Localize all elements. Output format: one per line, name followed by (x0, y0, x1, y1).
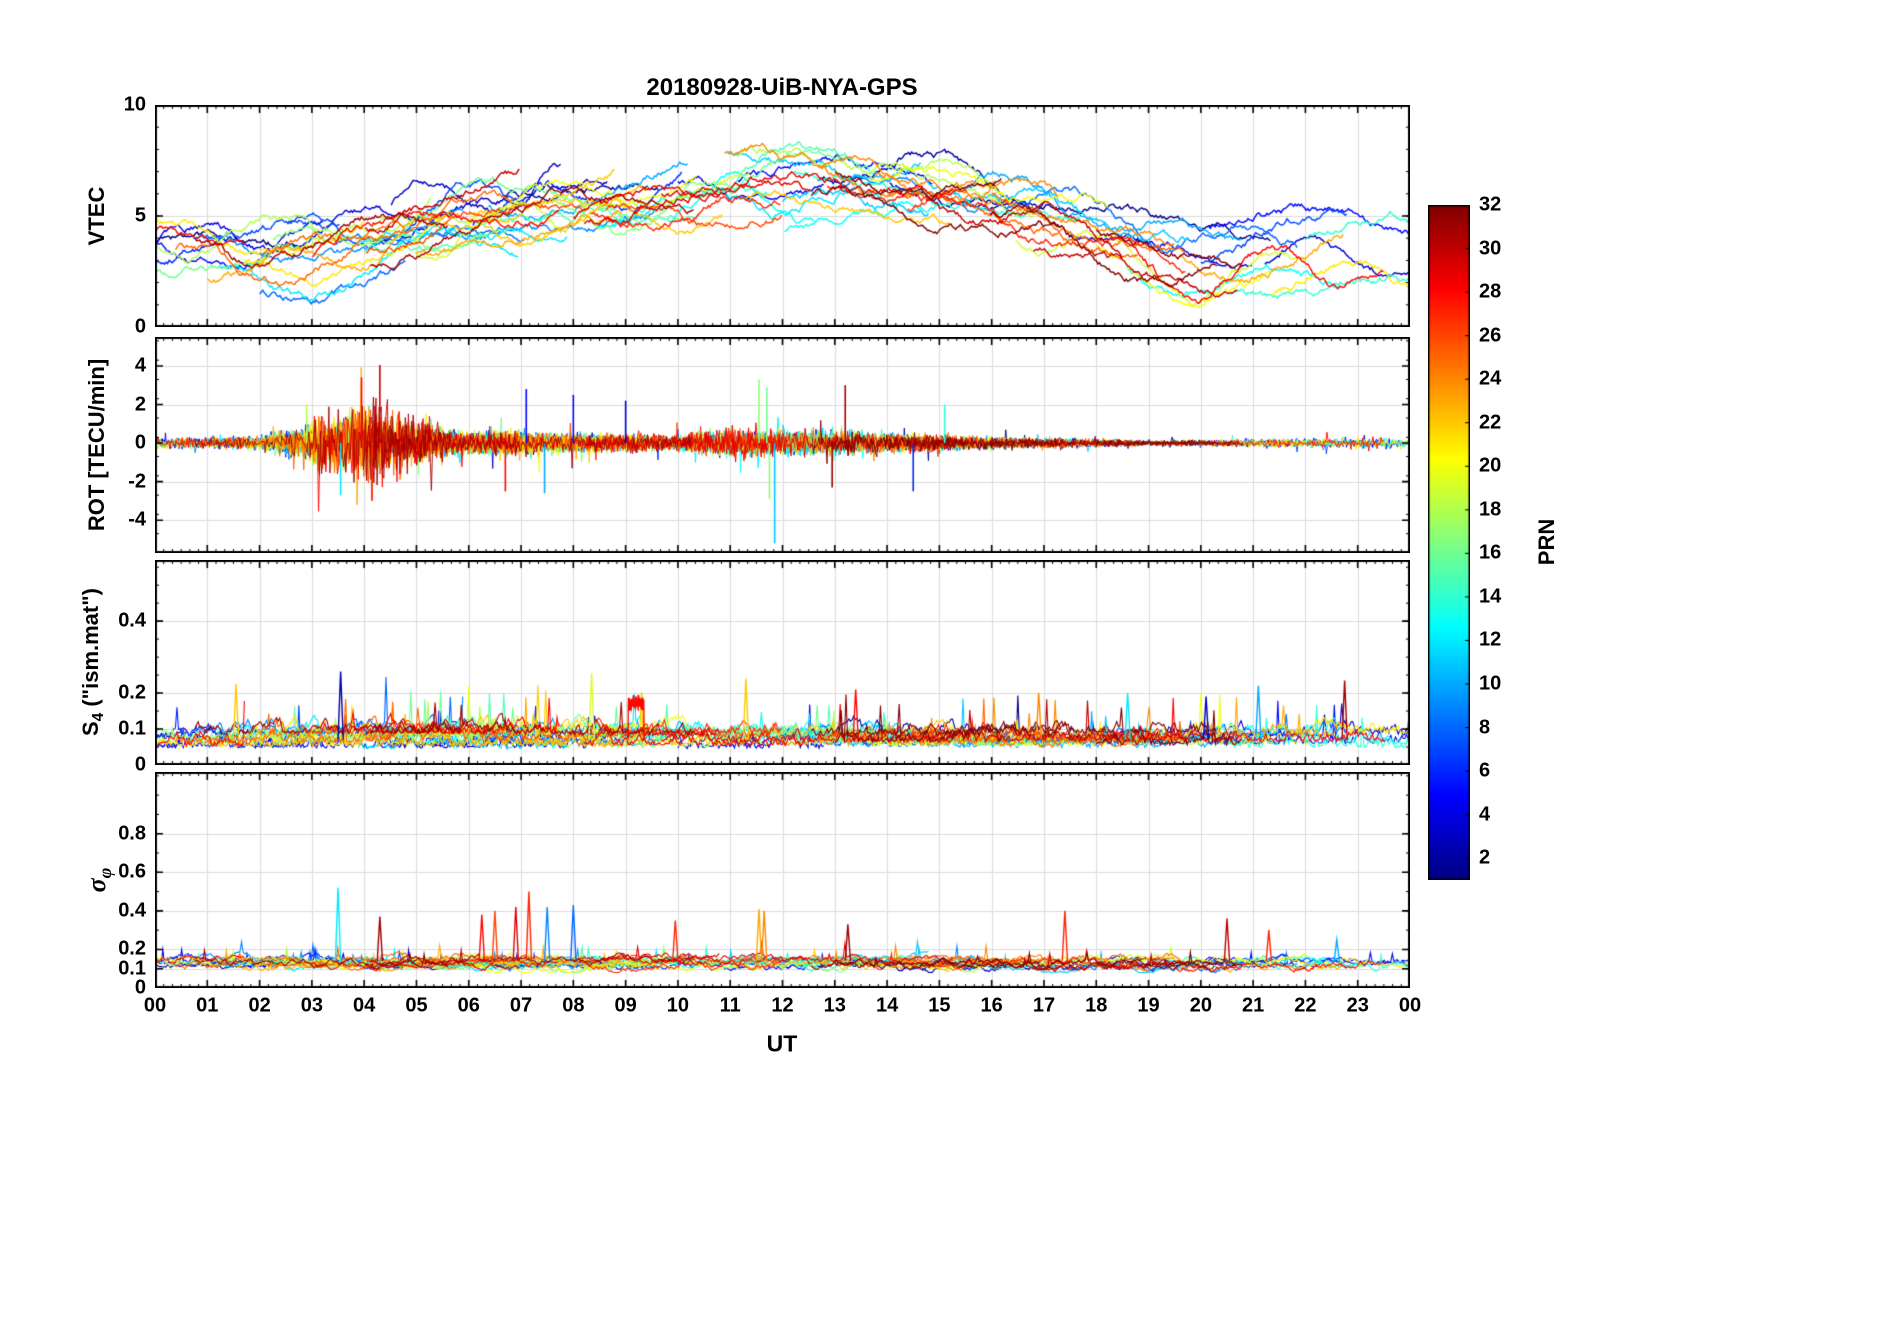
colorbar-tick-label: 26 (1479, 324, 1502, 347)
vtec-plot-canvas (155, 105, 1410, 327)
colorbar-tick-label: 4 (1479, 803, 1491, 826)
x-tick-label: 16 (980, 994, 1003, 1017)
sigma-phi-axis-label: σφ (82, 868, 116, 893)
vtec-ytick-label: 10 (123, 93, 146, 116)
x-tick-label: 18 (1085, 994, 1108, 1017)
sigma-phi-ytick-label: 0.1 (118, 957, 146, 980)
x-tick-label: 05 (405, 994, 428, 1017)
rot-ytick-label: -4 (128, 508, 146, 531)
colorbar-tick-label: 30 (1479, 237, 1502, 260)
colorbar-tick-label: 2 (1479, 846, 1491, 869)
sigma-phi-plot-canvas (155, 772, 1410, 988)
x-tick-label: 11 (719, 994, 741, 1017)
rot-ytick-label: 2 (134, 393, 146, 415)
colorbar-tick-label: 10 (1479, 672, 1502, 695)
x-tick-label: 15 (928, 994, 951, 1017)
colorbar-tick-label: 16 (1479, 541, 1502, 564)
colorbar-tick-label: 14 (1479, 585, 1502, 608)
vtec-axis-label: VTEC (84, 186, 109, 246)
colorbar-label: PRN (1534, 518, 1559, 566)
sigma-phi-ytick-label: 0.6 (118, 860, 146, 883)
colorbar-tick-label: 22 (1479, 411, 1502, 434)
x-tick-label: 21 (1242, 994, 1265, 1017)
sigma-phi-ytick-label: 0.8 (118, 822, 146, 845)
colorbar-tick-label: 12 (1479, 628, 1502, 651)
x-tick-label: 04 (353, 994, 376, 1017)
sigma-symbol: σ (81, 878, 111, 893)
x-tick-label: 02 (248, 994, 271, 1017)
sigma-phi-ytick-label: 0 (134, 976, 146, 999)
rot-axis-label: ROT [TECU/min] (84, 358, 109, 532)
x-tick-label: 06 (457, 994, 480, 1017)
x-tick-label: 19 (1137, 994, 1160, 1017)
s4-label-main: S (77, 721, 103, 737)
sigma-sub: φ (95, 867, 116, 879)
x-tick-label: 07 (509, 994, 533, 1017)
colorbar-tick-label: 6 (1479, 759, 1491, 782)
x-tick-label: 08 (562, 994, 585, 1017)
s4-label-rest: ("ism.mat") (77, 587, 103, 713)
x-tick-label: 17 (1032, 994, 1056, 1017)
x-tick-label: 01 (196, 994, 219, 1017)
colorbar-tick-label: 18 (1479, 498, 1502, 521)
x-tick-label: 09 (614, 994, 637, 1017)
s4-plot-canvas (155, 560, 1410, 765)
s4-ytick-label: 0.1 (118, 717, 146, 740)
vtec-ytick-label: 0 (134, 315, 146, 338)
s4-ytick-label: 0.2 (118, 681, 146, 704)
x-axis-label: UT (766, 1030, 798, 1057)
x-tick-label: 10 (666, 994, 690, 1017)
rot-ytick-label: 4 (134, 354, 146, 377)
x-tick-label: 12 (771, 994, 794, 1017)
rot-plot-canvas (155, 337, 1410, 553)
x-tick-label: 00 (1398, 994, 1422, 1017)
rot-ytick-label: 0 (134, 431, 146, 454)
sigma-phi-ytick-label: 0.2 (118, 937, 146, 960)
vtec-ytick-label: 5 (134, 204, 146, 227)
x-tick-label: 20 (1189, 994, 1212, 1017)
colorbar-tick-label: 32 (1479, 193, 1502, 216)
s4-ytick-label: 0 (134, 753, 146, 776)
colorbar-tick-label: 24 (1479, 367, 1502, 390)
x-tick-label: 22 (1294, 994, 1317, 1017)
x-tick-label: 00 (143, 994, 167, 1017)
s4-ytick-label: 0.4 (118, 609, 146, 632)
x-tick-label: 14 (875, 994, 899, 1017)
s4-label-sub: 4 (90, 712, 108, 722)
colorbar-tick-label: 8 (1479, 716, 1491, 739)
x-tick-label: 03 (300, 994, 323, 1017)
chart-title: 20180928-UiB-NYA-GPS (646, 74, 918, 101)
sigma-phi-ytick-label: 0.4 (118, 899, 146, 922)
x-tick-label: 13 (823, 994, 846, 1017)
rot-ytick-label: -2 (128, 470, 146, 493)
colorbar-tick-label: 28 (1479, 280, 1502, 303)
colorbar-tick-label: 20 (1479, 454, 1502, 477)
x-tick-label: 23 (1346, 994, 1369, 1017)
s4-axis-label: S4 ("ism.mat") (78, 588, 108, 736)
prn-colorbar (1428, 205, 1470, 880)
